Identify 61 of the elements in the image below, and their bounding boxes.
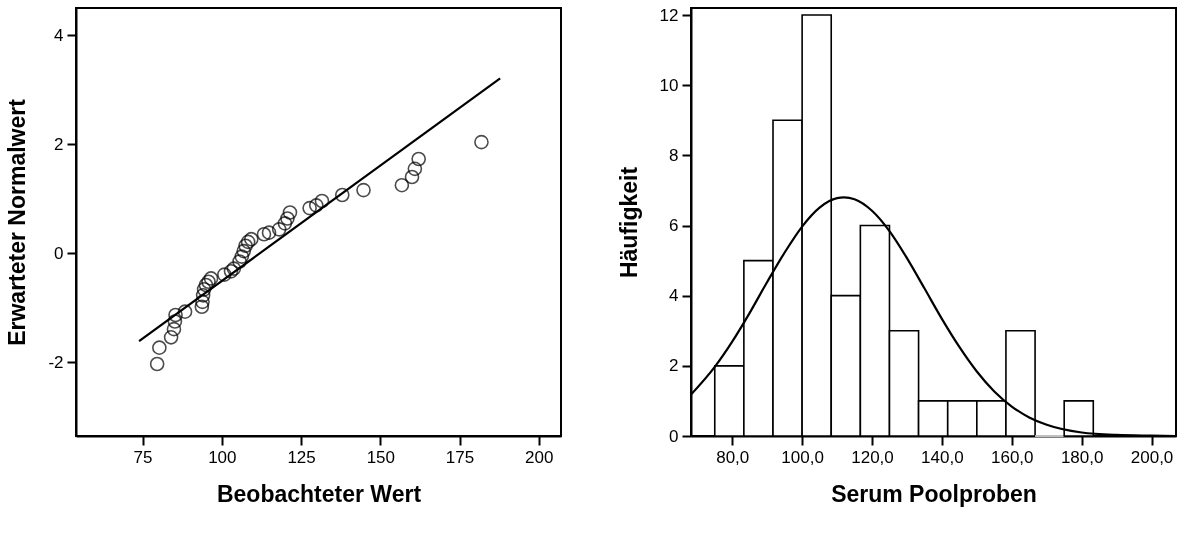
point — [195, 294, 210, 310]
x-tick-label: 200,0 — [1130, 447, 1174, 467]
y-tick-label: 0 — [54, 243, 64, 263]
point — [234, 249, 250, 264]
point — [271, 222, 287, 237]
point — [194, 299, 210, 315]
y-tick-label: 4 — [54, 25, 64, 45]
x-tick-label: 160,0 — [991, 447, 1034, 467]
y-tick-label: 8 — [669, 145, 679, 165]
x-tick-label: 180,0 — [1060, 447, 1104, 467]
x-tick-label: 200 — [525, 447, 554, 467]
point — [256, 226, 272, 242]
x-tick-label: 100,0 — [781, 447, 824, 467]
x-tick-label: 140,0 — [921, 447, 964, 467]
y-tick-label: -2 — [48, 352, 64, 372]
x-axis-title: Beobachteter Wert — [216, 480, 422, 507]
x-tick-label: 120,0 — [851, 447, 894, 467]
point — [411, 151, 426, 167]
y-axis-title: Erwarteter Normalwert — [4, 98, 31, 346]
x-tick-label: 75 — [133, 447, 153, 467]
point — [236, 243, 252, 259]
point — [232, 254, 247, 269]
point — [407, 161, 423, 177]
x-axis-title: Serum Poolproben — [831, 480, 1037, 507]
point — [152, 340, 167, 355]
point — [195, 288, 211, 303]
point — [474, 134, 489, 150]
point — [302, 200, 317, 216]
point — [168, 307, 183, 323]
y-tick-label: 2 — [54, 134, 64, 154]
point — [238, 238, 253, 254]
point — [261, 225, 277, 240]
point — [277, 216, 293, 231]
point — [203, 271, 219, 286]
point — [282, 205, 298, 220]
y-tick-label: 10 — [659, 75, 679, 95]
y-tick-label: 4 — [669, 286, 679, 306]
point — [163, 330, 179, 345]
x-tick-label: 175 — [445, 447, 475, 467]
y-tick-label: 2 — [669, 356, 679, 376]
x-tick-label: 150 — [366, 447, 395, 467]
point — [166, 321, 182, 337]
point — [308, 198, 324, 213]
y-tick-label: 6 — [669, 216, 679, 236]
point — [334, 187, 350, 203]
y-axis-title: Häufigkeit — [615, 166, 642, 279]
point — [356, 182, 371, 198]
x-tick-label: 125 — [287, 447, 316, 467]
y-tick-label: 12 — [659, 5, 679, 25]
x-tick-label: 100 — [208, 447, 237, 467]
point — [177, 304, 193, 319]
point — [314, 193, 330, 209]
point — [394, 177, 410, 193]
y-tick-label: 0 — [669, 426, 679, 446]
point — [167, 314, 183, 329]
point — [149, 356, 165, 372]
point — [196, 282, 212, 297]
point — [280, 211, 295, 226]
x-tick-label: 80,0 — [716, 447, 750, 467]
point — [404, 169, 420, 185]
point — [217, 267, 232, 282]
